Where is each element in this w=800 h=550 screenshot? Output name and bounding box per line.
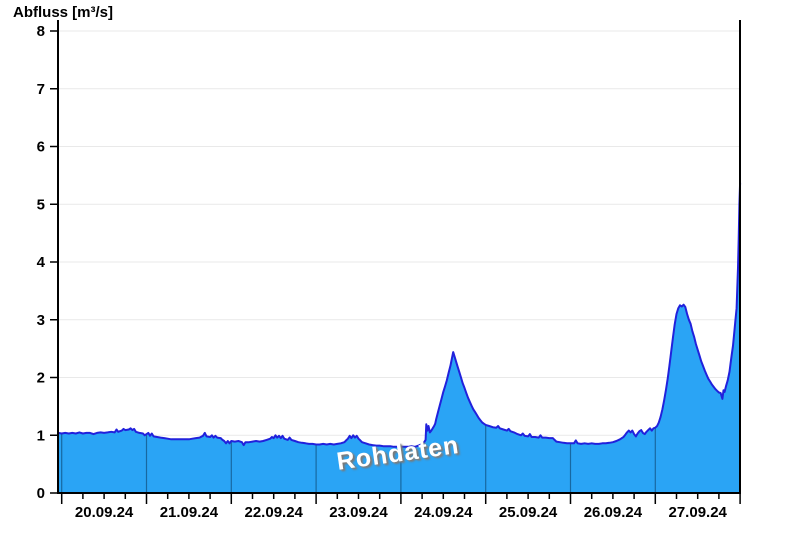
y-tick-label: 8 xyxy=(37,23,45,40)
h-gridlines xyxy=(58,30,740,436)
x-tick-label: 21.09.24 xyxy=(160,504,219,521)
y-tick-label: 0 xyxy=(37,485,45,502)
y-tick-label: 5 xyxy=(37,196,45,213)
y-tick-label: 3 xyxy=(37,312,45,329)
series-line xyxy=(58,182,742,448)
area-fill xyxy=(58,182,741,493)
x-tick-label: 25.09.24 xyxy=(499,504,558,521)
x-tick-label: 27.09.24 xyxy=(669,504,728,521)
x-axis: 20.09.24 21.09.24 22.09.24 23.09.24 24.09.24… xyxy=(60,493,741,521)
day-gridlines xyxy=(61,182,656,493)
y-tick-label: 6 xyxy=(37,139,45,156)
x-tick-label: 23.09.24 xyxy=(329,504,388,521)
x-tick-label: 24.09.24 xyxy=(414,504,473,521)
axes xyxy=(57,20,741,494)
y-tick-label: 7 xyxy=(37,81,45,98)
y-axis: 0 1 2 3 4 5 6 7 8 xyxy=(37,23,58,502)
y-tick-label: 1 xyxy=(37,427,45,444)
y-tick-label: 4 xyxy=(37,254,46,271)
x-tick-label: 20.09.24 xyxy=(75,504,134,521)
x-tick-label: 22.09.24 xyxy=(245,504,304,521)
y-tick-label: 2 xyxy=(37,370,45,387)
y-axis-title: Abfluss [m³/s] xyxy=(13,4,114,21)
x-tick-label: 26.09.24 xyxy=(584,504,643,521)
